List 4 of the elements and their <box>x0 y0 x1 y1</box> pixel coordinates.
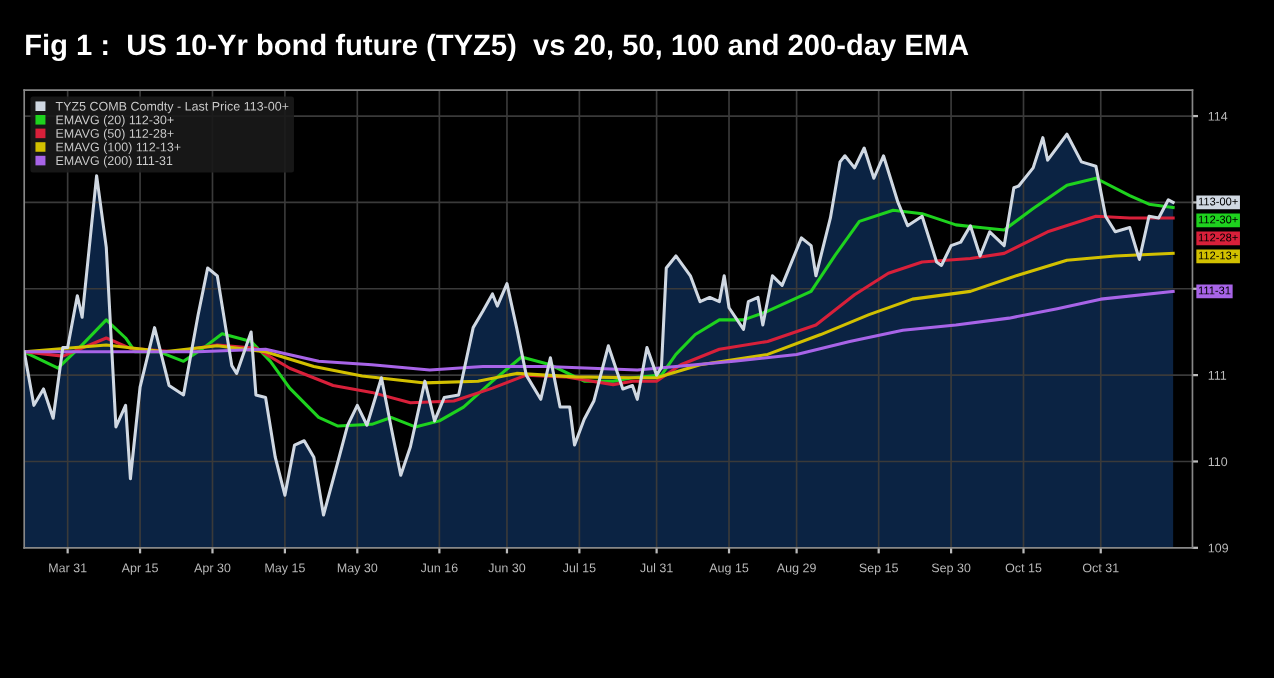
line-series <box>24 214 1175 405</box>
line-series <box>24 176 1175 429</box>
chart-title: Fig 1 : US 10-Yr bond future (TYZ5) vs 20, 50, 100 and 200-day EMA <box>26 33 969 62</box>
line-series <box>24 289 1175 372</box>
